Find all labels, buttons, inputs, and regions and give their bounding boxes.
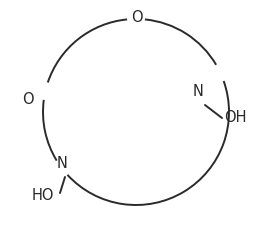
Text: HO: HO: [32, 188, 55, 203]
Text: OH: OH: [224, 110, 247, 124]
Text: O: O: [131, 10, 143, 25]
Text: O: O: [22, 93, 34, 107]
Text: N: N: [57, 157, 67, 171]
Text: N: N: [192, 85, 203, 99]
